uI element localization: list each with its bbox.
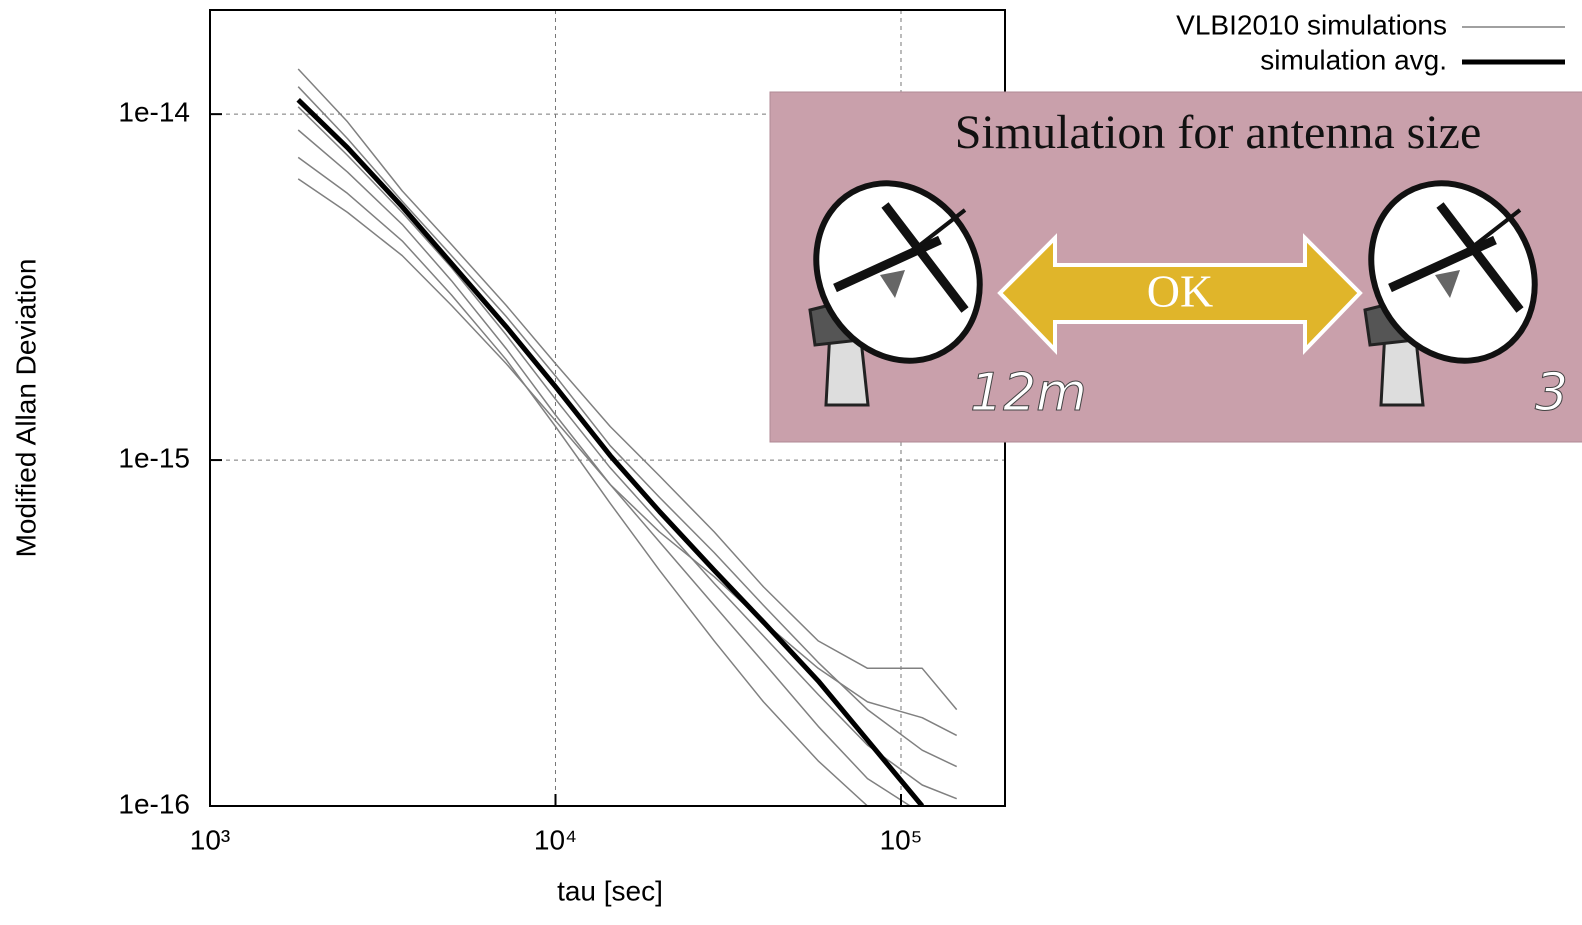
series-line [297, 156, 869, 806]
overlay: Simulation for antenna size OK 12m 3 [769, 91, 1582, 443]
x-tick-label: 10⁴ [534, 824, 577, 855]
legend-label: simulation avg. [1260, 44, 1447, 75]
series-line [297, 106, 957, 800]
series-line [297, 86, 958, 768]
legend-label: VLBI2010 simulations [1176, 9, 1447, 40]
antenna-left [808, 180, 983, 407]
antenna-right [1363, 180, 1538, 407]
overlay-title: Simulation for antenna size [955, 106, 1482, 159]
y-tick-label: 1e-14 [118, 97, 190, 128]
series-line [297, 68, 958, 711]
series-line [297, 129, 912, 806]
double-arrow [997, 233, 1363, 355]
x-axis-label: tau [sec] [557, 875, 663, 906]
series-line [297, 178, 958, 737]
y-axis-label: Modified Allan Deviation [10, 259, 41, 558]
x-tick-label: 10³ [190, 824, 230, 855]
y-tick-label: 1e-16 [118, 788, 190, 819]
x-tick-label: 10⁵ [880, 824, 923, 855]
left-size-label: 12m [970, 363, 1087, 423]
right-size-label: 3 [1535, 363, 1568, 423]
plot-lines [296, 68, 958, 806]
arrow-label: OK [1147, 266, 1213, 317]
series-line [296, 98, 925, 806]
y-tick-label: 1e-15 [118, 442, 190, 473]
